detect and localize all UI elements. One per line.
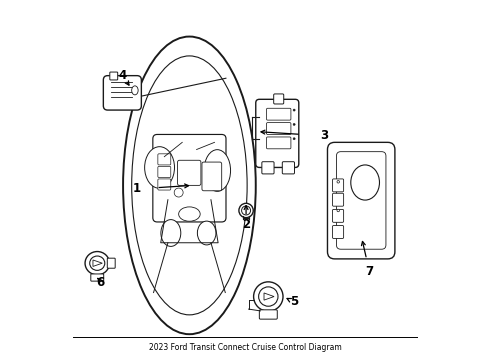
Ellipse shape <box>239 203 253 218</box>
FancyBboxPatch shape <box>333 226 343 238</box>
Ellipse shape <box>132 86 138 95</box>
Ellipse shape <box>161 220 181 246</box>
FancyBboxPatch shape <box>110 72 118 80</box>
Polygon shape <box>93 260 102 266</box>
FancyBboxPatch shape <box>267 123 291 134</box>
Ellipse shape <box>337 180 340 183</box>
FancyBboxPatch shape <box>267 137 291 149</box>
Ellipse shape <box>293 109 295 111</box>
Ellipse shape <box>197 221 216 245</box>
Ellipse shape <box>204 150 231 191</box>
Ellipse shape <box>90 256 105 270</box>
FancyBboxPatch shape <box>333 193 343 206</box>
Ellipse shape <box>337 209 340 212</box>
Ellipse shape <box>242 206 250 215</box>
FancyBboxPatch shape <box>274 94 284 104</box>
FancyBboxPatch shape <box>259 310 277 319</box>
Text: 6: 6 <box>97 276 105 289</box>
FancyBboxPatch shape <box>327 142 395 259</box>
FancyBboxPatch shape <box>158 166 171 177</box>
Text: 4: 4 <box>118 69 126 82</box>
Polygon shape <box>264 293 274 300</box>
Ellipse shape <box>123 37 256 334</box>
Ellipse shape <box>85 252 109 275</box>
FancyBboxPatch shape <box>91 274 104 281</box>
Text: 2: 2 <box>242 218 250 231</box>
Ellipse shape <box>351 165 379 200</box>
Ellipse shape <box>132 56 247 315</box>
FancyBboxPatch shape <box>158 179 171 190</box>
FancyBboxPatch shape <box>267 108 291 120</box>
Text: 3: 3 <box>320 129 329 143</box>
FancyBboxPatch shape <box>333 210 343 222</box>
Ellipse shape <box>259 287 278 306</box>
FancyBboxPatch shape <box>333 179 343 192</box>
FancyBboxPatch shape <box>202 162 221 191</box>
FancyBboxPatch shape <box>107 258 115 268</box>
FancyBboxPatch shape <box>282 162 294 174</box>
FancyBboxPatch shape <box>153 134 226 222</box>
Text: 5: 5 <box>290 296 298 309</box>
Ellipse shape <box>179 207 200 221</box>
Ellipse shape <box>293 138 295 140</box>
Text: 1: 1 <box>133 183 141 195</box>
Ellipse shape <box>174 188 183 197</box>
FancyBboxPatch shape <box>103 76 141 110</box>
FancyBboxPatch shape <box>337 152 386 249</box>
Ellipse shape <box>293 123 295 126</box>
FancyBboxPatch shape <box>262 162 274 174</box>
Text: 7: 7 <box>366 265 373 278</box>
FancyBboxPatch shape <box>177 160 201 185</box>
Text: 2023 Ford Transit Connect Cruise Control Diagram: 2023 Ford Transit Connect Cruise Control… <box>148 343 342 352</box>
FancyBboxPatch shape <box>256 99 299 167</box>
FancyBboxPatch shape <box>158 154 171 165</box>
Ellipse shape <box>254 282 283 311</box>
Ellipse shape <box>145 147 174 188</box>
